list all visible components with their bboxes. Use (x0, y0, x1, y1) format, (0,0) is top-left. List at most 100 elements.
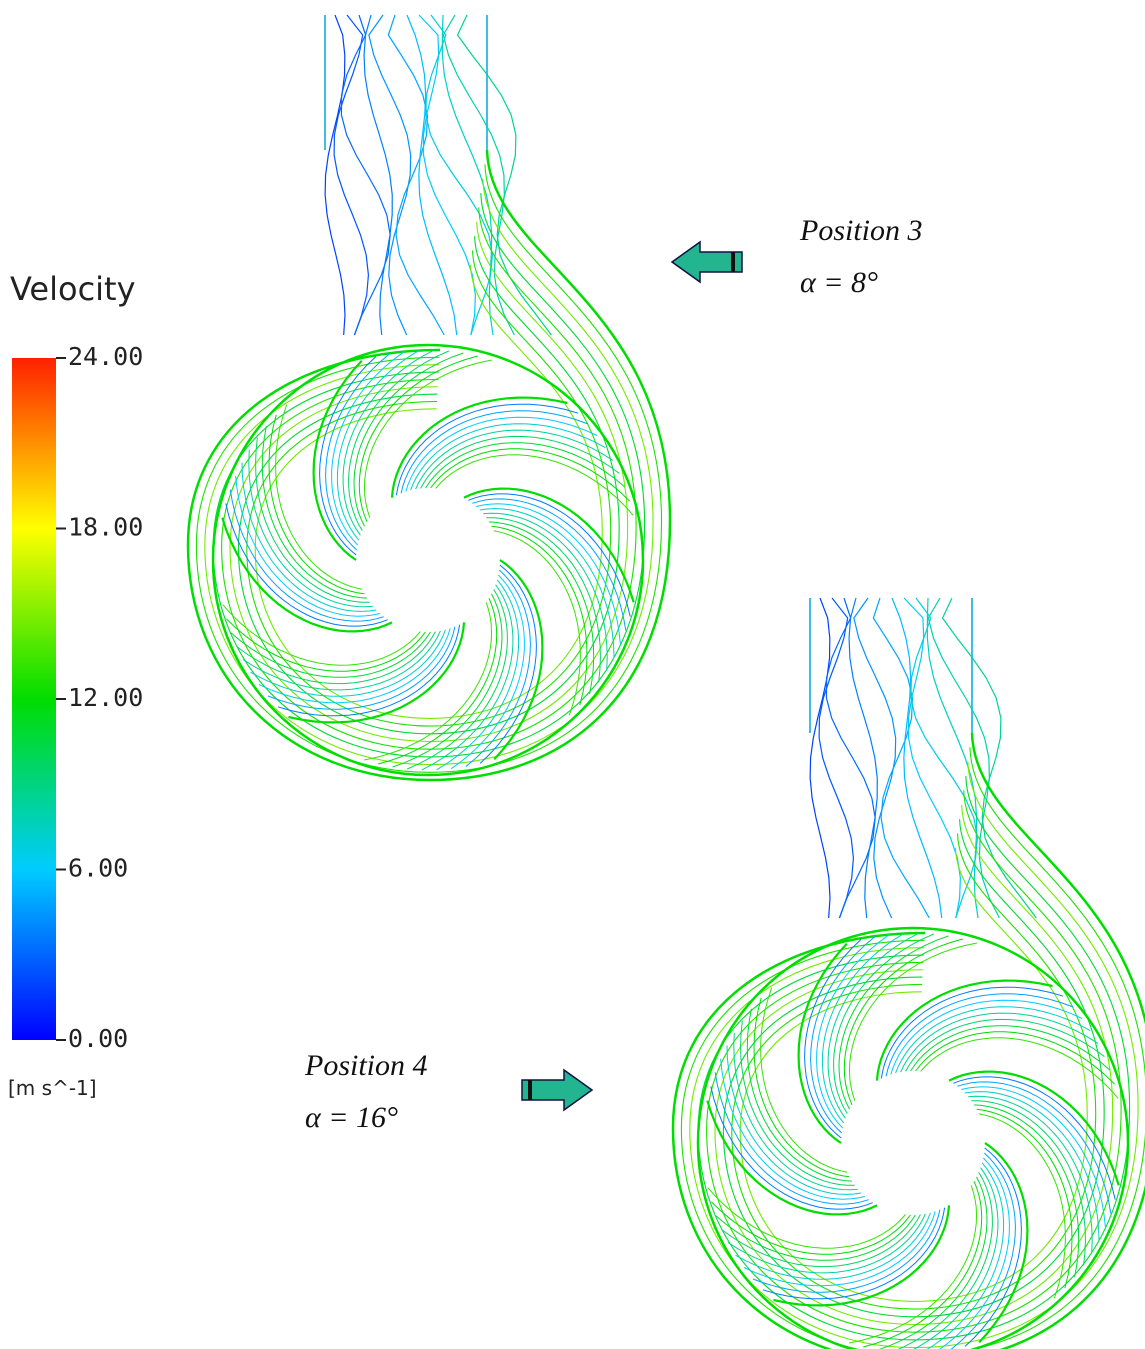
blade-contour (319, 356, 377, 556)
blade-contour (493, 530, 581, 716)
blade-contour (827, 932, 920, 1119)
blade-contour (406, 589, 508, 770)
blade-contour (804, 939, 862, 1139)
blade-contour (241, 462, 377, 612)
blade-contour (885, 993, 1074, 1077)
pipe-contour (368, 14, 412, 336)
blade-contour (727, 1213, 926, 1274)
blade-contour (342, 349, 435, 536)
volute-contour (204, 178, 654, 766)
angle-label: α = 16° (305, 1101, 398, 1134)
blade-contour (479, 508, 615, 658)
blade-contour (222, 604, 421, 666)
blade-contour (715, 1214, 916, 1261)
blade-contour (773, 1205, 951, 1307)
blade-contour (348, 350, 450, 531)
blade-contour (275, 404, 363, 590)
blade-contour (378, 598, 498, 765)
blade-contour (390, 396, 568, 498)
blade-contour (760, 987, 848, 1173)
blade-contour (720, 1058, 865, 1200)
blade-contour (976, 1108, 1073, 1289)
blade-contour (476, 503, 621, 645)
pipe-contour (418, 14, 476, 336)
blade-contour (905, 1018, 1105, 1072)
blade-contour (250, 629, 446, 697)
blade-contour (711, 1201, 911, 1255)
impeller-rim (696, 926, 1130, 1349)
volute-contour (229, 221, 629, 743)
blade-contour (312, 359, 363, 561)
blade-contour (242, 630, 441, 691)
blade-contour (900, 1012, 1099, 1073)
pipe-contour (387, 14, 445, 336)
blade-contour (950, 1152, 1016, 1349)
blade-contour (863, 1181, 983, 1348)
blade-contour (400, 410, 589, 494)
blade-contour (838, 935, 949, 1110)
volute-contour (254, 264, 603, 719)
arrow-right (521, 1068, 594, 1112)
blade-contour (753, 997, 850, 1178)
blade-contour (235, 475, 380, 617)
blade-contour (890, 999, 1083, 1075)
blade-contour (261, 425, 367, 599)
blade-contour (974, 1104, 1080, 1278)
blade-contour (913, 1167, 999, 1349)
blade-contour (479, 564, 537, 764)
pipe-contour (825, 597, 876, 919)
blade-contour (331, 350, 406, 546)
blade-contour (915, 1031, 1115, 1085)
blade-contour (746, 1008, 852, 1182)
position-label: Position 3 (799, 214, 923, 247)
blade-contour (463, 487, 635, 603)
blade-contour (415, 429, 614, 490)
blade-contour (489, 521, 595, 695)
blade-contour (848, 1185, 978, 1344)
blade-contour (707, 1187, 906, 1249)
blade-contour (236, 631, 436, 685)
volute-contour (722, 819, 1105, 1318)
blade-contour (714, 1072, 869, 1205)
blade-contour (964, 1147, 1022, 1347)
pump (671, 597, 1145, 1349)
volute-contour (237, 236, 620, 735)
blade-contour (486, 517, 601, 683)
blade-contour (978, 1142, 1029, 1344)
blade-contour (833, 933, 935, 1114)
pipe-contour (442, 14, 515, 336)
blade-contour (926, 1162, 1005, 1349)
blade-contour (880, 986, 1064, 1079)
blade-contour (225, 503, 388, 627)
blade-contour (353, 352, 464, 527)
pump (186, 14, 672, 782)
pipe-contour (406, 14, 458, 336)
blade-contour (726, 1045, 862, 1195)
volute-contour (739, 847, 1088, 1302)
pipe-contour (941, 597, 1037, 919)
blade-contour (226, 618, 426, 672)
volute-contour (714, 804, 1114, 1326)
blade-contour (392, 593, 503, 768)
blade-contour (248, 449, 373, 608)
blade-contour (229, 489, 384, 622)
blade-contour (450, 574, 525, 770)
blade-contour (743, 1211, 936, 1287)
blade-contour (816, 933, 891, 1129)
pipe-contour (903, 597, 961, 919)
blade-contour (430, 448, 630, 502)
blade-contour (410, 423, 606, 491)
blade-contour (848, 942, 978, 1101)
colorbar-tick-label: 24.00 (68, 342, 143, 371)
volute-contour (706, 790, 1122, 1333)
position-label: Position 4 (304, 1049, 428, 1082)
pipe-contour (872, 597, 930, 919)
blade-contour (752, 1209, 941, 1293)
blade-contour (325, 353, 391, 551)
blade-contour (363, 359, 493, 518)
volute-contour (731, 833, 1097, 1310)
blade-contour (425, 442, 626, 489)
blade-contour (978, 1113, 1066, 1299)
blade-contour (267, 626, 456, 710)
